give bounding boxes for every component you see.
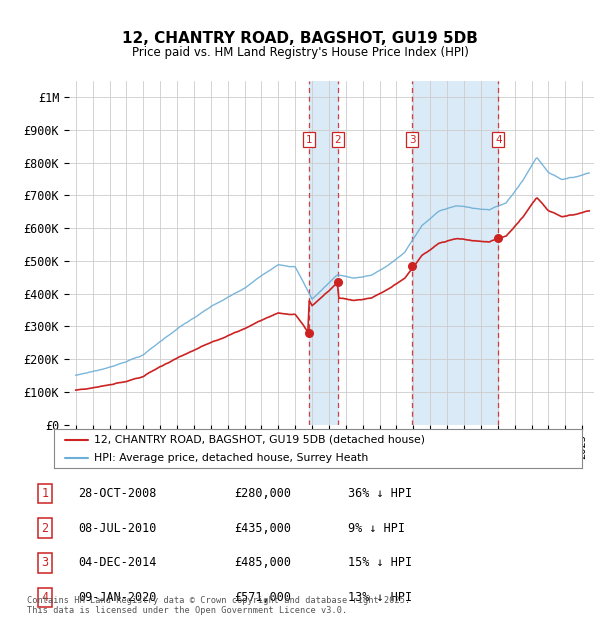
- Text: 4: 4: [41, 591, 49, 604]
- Bar: [412, 81, 498, 425]
- Text: Price paid vs. HM Land Registry's House Price Index (HPI): Price paid vs. HM Land Registry's House …: [131, 46, 469, 58]
- Text: £485,000: £485,000: [234, 557, 291, 569]
- Bar: [309, 81, 338, 425]
- Text: 4: 4: [495, 135, 502, 144]
- Text: 12, CHANTRY ROAD, BAGSHOT, GU19 5DB: 12, CHANTRY ROAD, BAGSHOT, GU19 5DB: [122, 31, 478, 46]
- Text: 2: 2: [334, 135, 341, 144]
- Text: 28-OCT-2008: 28-OCT-2008: [78, 487, 157, 500]
- Text: £571,000: £571,000: [234, 591, 291, 604]
- Text: 3: 3: [41, 557, 49, 569]
- Text: Contains HM Land Registry data © Crown copyright and database right 2025.
This d: Contains HM Land Registry data © Crown c…: [27, 596, 410, 615]
- Text: £280,000: £280,000: [234, 487, 291, 500]
- Text: 36% ↓ HPI: 36% ↓ HPI: [348, 487, 412, 500]
- Text: 9% ↓ HPI: 9% ↓ HPI: [348, 522, 405, 534]
- Text: 1: 1: [41, 487, 49, 500]
- Text: 2: 2: [41, 522, 49, 534]
- Text: 1: 1: [306, 135, 313, 144]
- Text: £435,000: £435,000: [234, 522, 291, 534]
- Text: 15% ↓ HPI: 15% ↓ HPI: [348, 557, 412, 569]
- Text: 04-DEC-2014: 04-DEC-2014: [78, 557, 157, 569]
- Text: 09-JAN-2020: 09-JAN-2020: [78, 591, 157, 604]
- Text: 13% ↓ HPI: 13% ↓ HPI: [348, 591, 412, 604]
- Text: 12, CHANTRY ROAD, BAGSHOT, GU19 5DB (detached house): 12, CHANTRY ROAD, BAGSHOT, GU19 5DB (det…: [94, 435, 425, 445]
- Text: 08-JUL-2010: 08-JUL-2010: [78, 522, 157, 534]
- Text: HPI: Average price, detached house, Surrey Heath: HPI: Average price, detached house, Surr…: [94, 453, 368, 463]
- Text: 3: 3: [409, 135, 415, 144]
